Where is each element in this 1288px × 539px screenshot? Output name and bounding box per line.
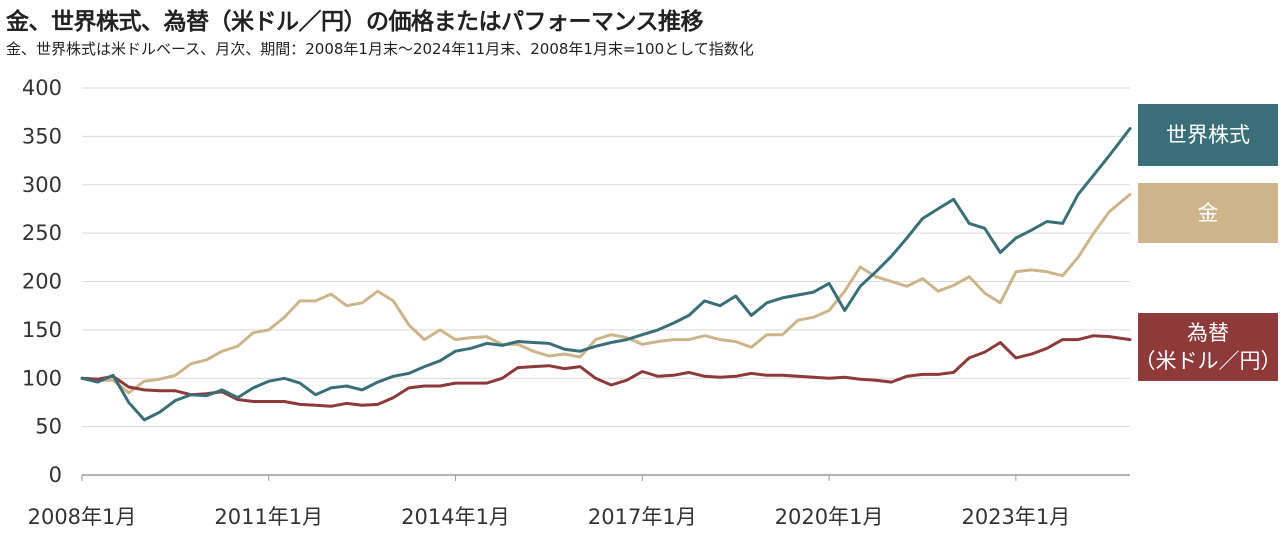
series-line-world-equity — [80, 127, 1132, 422]
legend-fx-label-line1: 為替 — [1187, 320, 1229, 345]
legend-fx: 為替 （米ドル／円） — [1135, 313, 1282, 381]
series-line-gold — [80, 192, 1132, 395]
y-tick-label: 0 — [49, 463, 62, 487]
legend-gold: 金 — [1138, 183, 1278, 243]
series-line-fx — [80, 334, 1132, 408]
legend-world-equity: 世界株式 — [1138, 104, 1278, 166]
x-tick-label: 2020年1月 — [775, 505, 884, 529]
x-tick-label: 2011年1月 — [214, 505, 323, 529]
x-tick-label: 2023年1月 — [961, 505, 1070, 529]
chart-subtitle: 金、世界株式は米ドルベース、月次、期間：2008年1月末～2024年11月末、2… — [6, 40, 754, 58]
chart-title: 金、世界株式、為替（米ドル／円）の価格またはパフォーマンス推移 — [6, 9, 704, 35]
legend-world-equity-label: 世界株式 — [1166, 122, 1250, 147]
y-tick-label: 200 — [22, 270, 62, 294]
y-axis-ticks: 0 50 100 150 200 250 300 350 400 — [22, 76, 62, 487]
gridlines — [82, 87, 1130, 476]
x-tick-label: 2014年1月 — [401, 505, 510, 529]
y-tick-label: 300 — [22, 173, 62, 197]
y-tick-label: 350 — [22, 124, 62, 148]
x-tick-label: 2017年1月 — [588, 505, 697, 529]
x-axis-ticks: 2008年1月 2011年1月 2014年1月 2017年1月 2020年1月 2023年… — [28, 475, 1070, 529]
y-tick-label: 100 — [22, 366, 62, 390]
y-tick-label: 150 — [22, 318, 62, 342]
y-tick-label: 250 — [22, 221, 62, 245]
y-tick-label: 400 — [22, 76, 62, 100]
x-tick-label: 2008年1月 — [28, 505, 137, 529]
legend-fx-label-line2: （米ドル／円） — [1134, 349, 1282, 373]
legend-gold-label: 金 — [1197, 200, 1219, 225]
y-tick-label: 50 — [35, 415, 62, 439]
series-lines — [80, 127, 1132, 422]
